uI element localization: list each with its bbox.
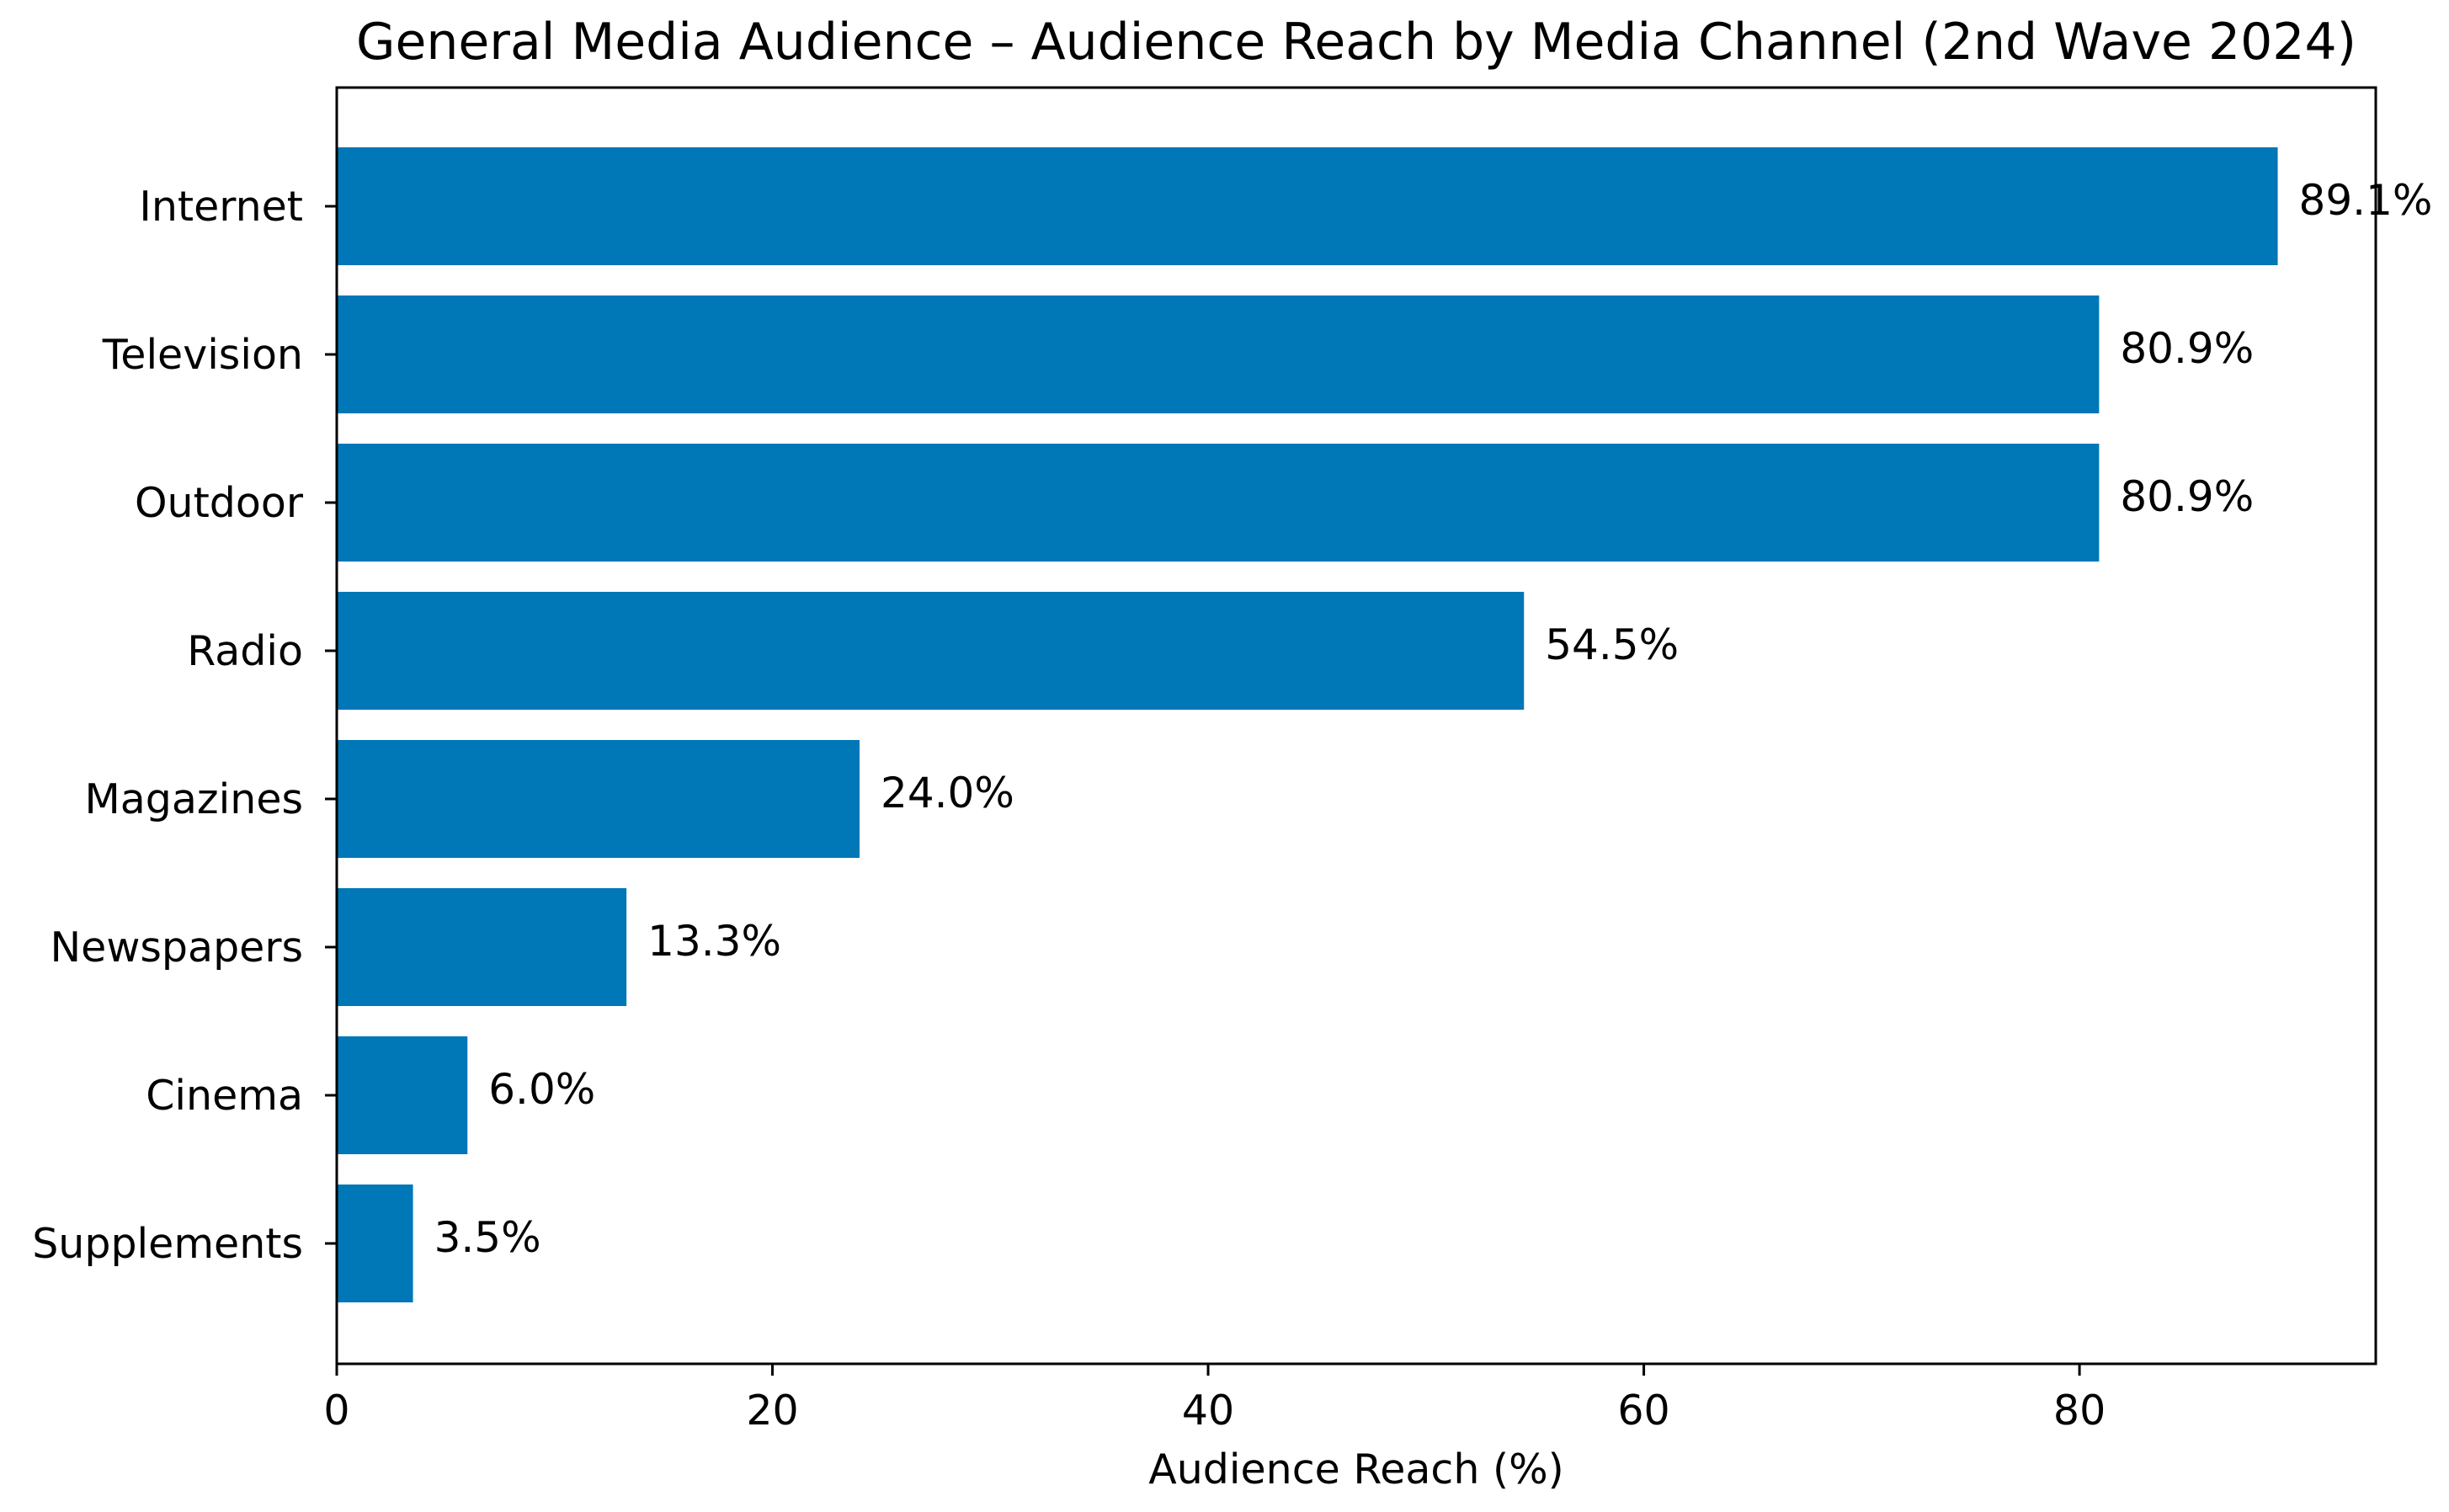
bar-outdoor (337, 444, 2100, 562)
bars-group (337, 147, 2278, 1302)
y-tick-label-outdoor: Outdoor (135, 479, 304, 527)
bar-cinema (337, 1036, 468, 1154)
value-label-television: 80.9% (2120, 324, 2254, 373)
y-tick-label-newspapers: Newspapers (51, 924, 303, 972)
y-tick-label-cinema: Cinema (146, 1072, 303, 1120)
y-axis: Internet Television Outdoor Radio Magazines N… (32, 183, 337, 1268)
value-label-magazines: 24.0% (881, 769, 1014, 817)
value-label-radio: 54.5% (1545, 620, 1679, 669)
x-tick-label-0: 0 (323, 1387, 349, 1435)
bar-internet (337, 147, 2278, 265)
value-label-newspapers: 13.3% (647, 917, 781, 966)
x-tick-label-60: 60 (1617, 1387, 1669, 1435)
y-tick-label-magazines: Magazines (85, 775, 304, 823)
x-tick-label-80: 80 (2053, 1387, 2106, 1435)
x-tick-label-40: 40 (1182, 1387, 1234, 1435)
bar-radio (337, 592, 1525, 710)
y-tick-label-internet: Internet (139, 183, 303, 231)
plot-frame (335, 86, 2377, 1366)
y-tick-label-radio: Radio (187, 627, 303, 675)
bar-television (337, 295, 2100, 413)
x-tick-label-20: 20 (746, 1387, 798, 1435)
y-tick-label-television: Television (102, 331, 303, 379)
bar-magazines (337, 740, 860, 858)
bar-newspapers (337, 888, 627, 1006)
y-tick-label-supplements: Supplements (32, 1220, 303, 1268)
x-axis-label: Audience Reach (%) (1148, 1445, 1564, 1493)
value-label-cinema: 6.0% (488, 1065, 595, 1114)
value-label-supplements: 3.5% (434, 1213, 541, 1262)
chart-title: General Media Audience – Audience Reach … (356, 13, 2356, 72)
value-labels-group: 89.1% 80.9% 80.9% 54.5% 24.0% 13.3% 6.0% 3.5% (434, 176, 2433, 1262)
x-axis: 0 20 40 60 80 (323, 1364, 2106, 1435)
value-label-internet: 89.1% (2299, 176, 2433, 225)
value-label-outdoor: 80.9% (2120, 472, 2254, 521)
bar-supplements (337, 1185, 413, 1302)
